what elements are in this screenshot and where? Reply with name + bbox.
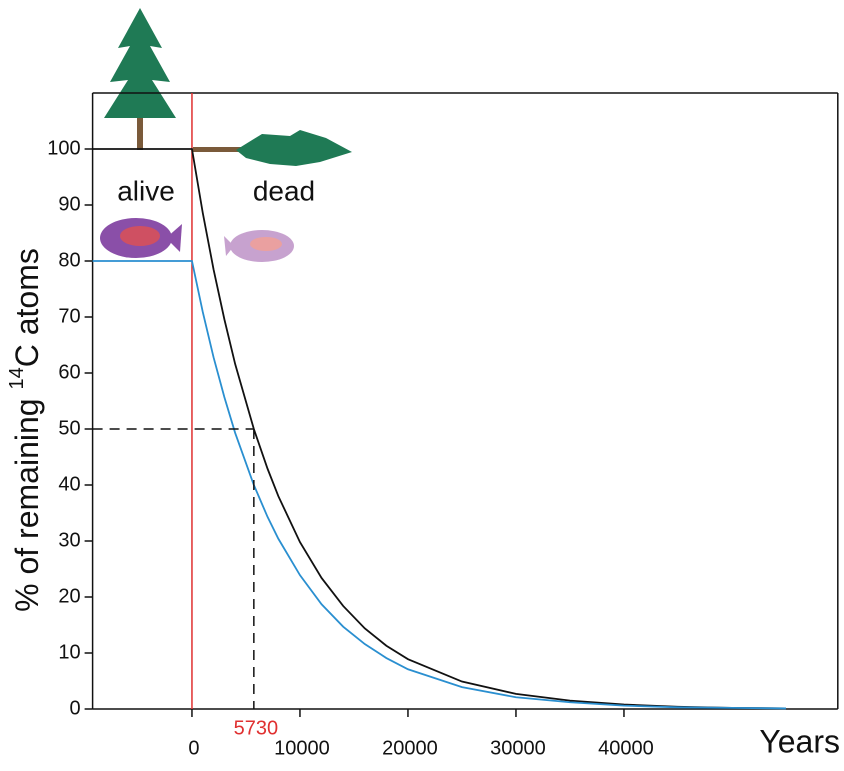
y-tick-label: 20: [58, 585, 80, 607]
y-tick-label: 10: [58, 641, 80, 663]
y-label-text: C atoms: [9, 248, 45, 367]
series-line: [92, 260, 786, 710]
y-tick-label: 40: [58, 473, 80, 495]
series-line: [92, 148, 786, 710]
y-tick-label: 0: [69, 697, 80, 719]
y-tick-label: 60: [58, 361, 80, 383]
annotation-alive: alive: [117, 175, 175, 206]
x-tick-label: 0: [188, 737, 199, 759]
y-label-text: % of remaining: [9, 390, 45, 612]
x-tick-label: 20000: [382, 737, 438, 759]
half-life-label: 5730: [234, 717, 279, 739]
y-tick-label: 80: [58, 249, 80, 271]
fish-dead: [224, 230, 294, 262]
y-tick-label: 90: [58, 193, 80, 215]
tree-alive: [104, 8, 176, 150]
y-tick-label: 100: [47, 137, 80, 159]
y-axis-label: % of remaining 14C atoms: [6, 248, 45, 612]
y-label-sup: 14: [6, 367, 28, 389]
y-tick-label: 70: [58, 305, 80, 327]
y-tick-label: 50: [58, 417, 80, 439]
x-tick-label: 40000: [598, 737, 654, 759]
x-tick-label: 10000: [274, 737, 330, 759]
tree-dead: [193, 130, 352, 166]
fish-alive: [100, 218, 182, 258]
y-tick-label: 30: [58, 529, 80, 551]
annotation-dead: dead: [253, 175, 315, 206]
x-axis-label: Years: [759, 723, 840, 759]
x-tick-label: 30000: [490, 737, 546, 759]
